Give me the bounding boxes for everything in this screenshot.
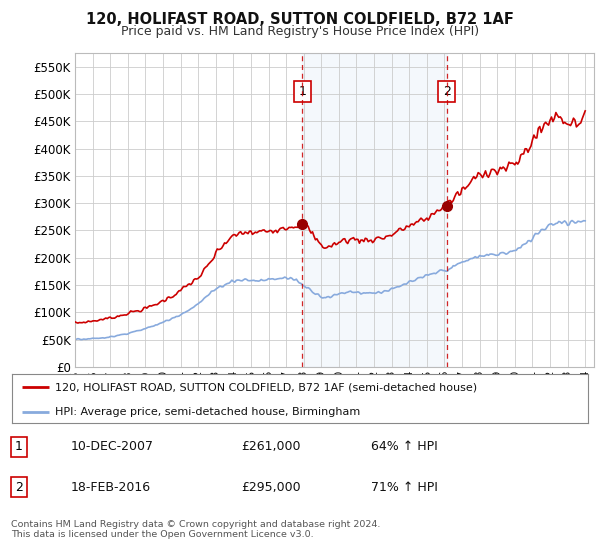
Text: Price paid vs. HM Land Registry's House Price Index (HPI): Price paid vs. HM Land Registry's House …	[121, 25, 479, 38]
Text: HPI: Average price, semi-detached house, Birmingham: HPI: Average price, semi-detached house,…	[55, 407, 361, 417]
Text: 2: 2	[15, 480, 23, 494]
Text: Contains HM Land Registry data © Crown copyright and database right 2024.
This d: Contains HM Land Registry data © Crown c…	[11, 520, 380, 539]
Text: 1: 1	[298, 85, 306, 98]
Text: 2: 2	[443, 85, 451, 98]
Text: 18-FEB-2016: 18-FEB-2016	[71, 480, 151, 494]
Text: 120, HOLIFAST ROAD, SUTTON COLDFIELD, B72 1AF (semi-detached house): 120, HOLIFAST ROAD, SUTTON COLDFIELD, B7…	[55, 382, 478, 393]
Text: 71% ↑ HPI: 71% ↑ HPI	[371, 480, 437, 494]
Text: 64% ↑ HPI: 64% ↑ HPI	[371, 440, 437, 454]
Text: £261,000: £261,000	[241, 440, 301, 454]
Text: 10-DEC-2007: 10-DEC-2007	[71, 440, 154, 454]
Bar	[302, 53, 446, 367]
Text: 1: 1	[15, 440, 23, 454]
Text: £295,000: £295,000	[241, 480, 301, 494]
Text: 120, HOLIFAST ROAD, SUTTON COLDFIELD, B72 1AF: 120, HOLIFAST ROAD, SUTTON COLDFIELD, B7…	[86, 12, 514, 27]
